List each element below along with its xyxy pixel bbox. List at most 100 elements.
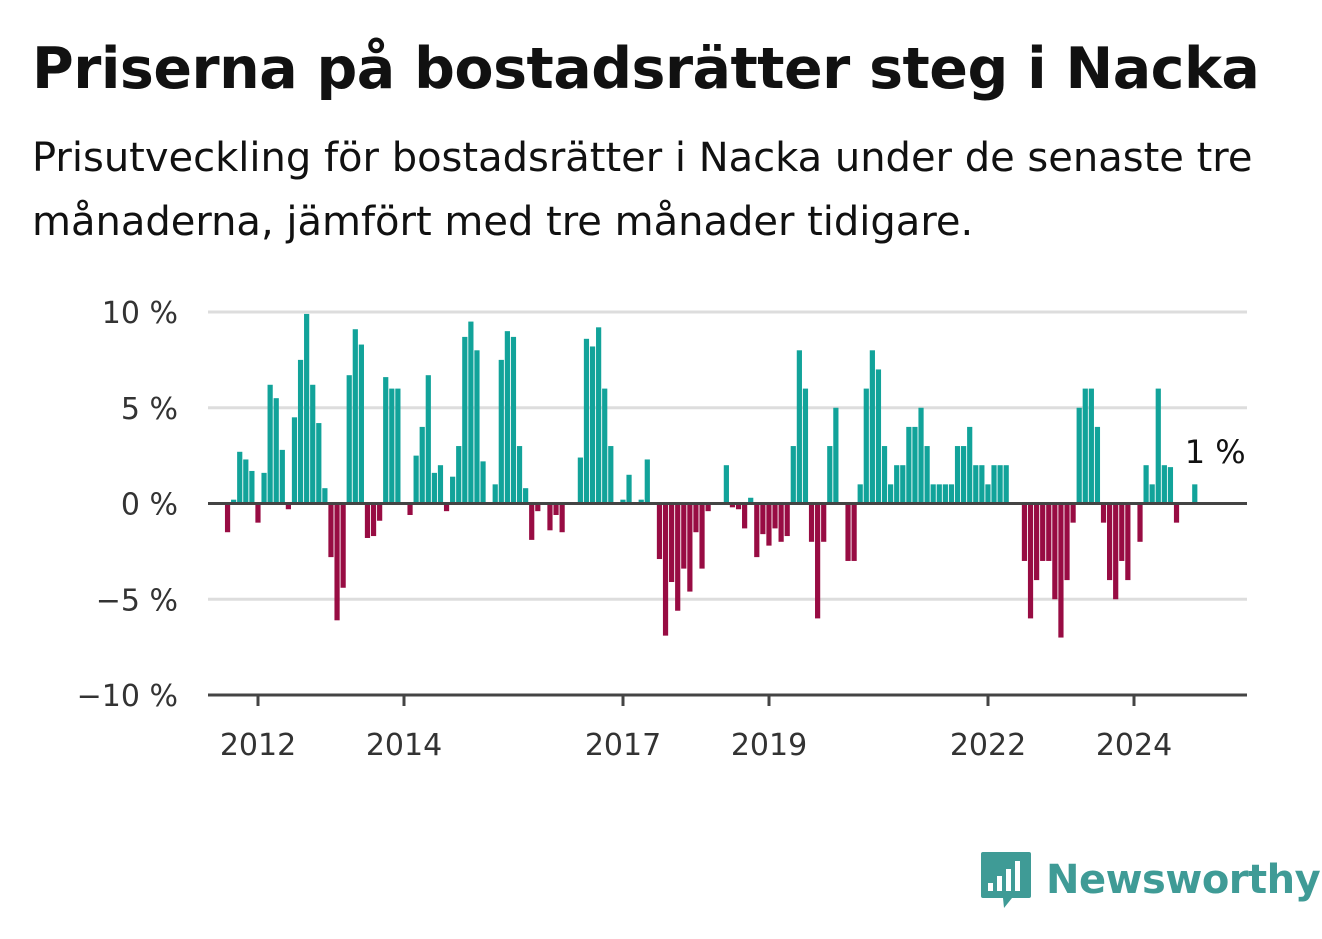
bar bbox=[510, 336, 517, 504]
bar bbox=[279, 449, 285, 504]
bar bbox=[1161, 465, 1167, 504]
bar bbox=[529, 503, 535, 540]
y-tick-label: −10 % bbox=[77, 679, 178, 714]
bar bbox=[383, 377, 389, 504]
bar bbox=[413, 455, 419, 504]
bar bbox=[559, 503, 565, 533]
bar bbox=[930, 484, 936, 504]
bar bbox=[1107, 503, 1113, 581]
bar bbox=[407, 503, 413, 515]
bar bbox=[1082, 388, 1088, 504]
bar bbox=[1046, 503, 1052, 561]
chart-title: Priserna på bostadsrätter steg i Nacka bbox=[32, 36, 1260, 102]
chart-subtitle: Prisutveckling för bostadsrätter i Nacka… bbox=[32, 135, 1253, 245]
bar bbox=[802, 388, 809, 504]
bar bbox=[334, 503, 340, 621]
bar bbox=[237, 451, 243, 504]
bar bbox=[815, 503, 821, 619]
x-tick-label: 2017 bbox=[585, 728, 661, 763]
bar bbox=[699, 503, 705, 569]
bar bbox=[1034, 503, 1040, 581]
bar bbox=[304, 313, 310, 504]
bar bbox=[419, 426, 425, 504]
bar bbox=[523, 488, 529, 504]
bar-chart-speech-bubble-icon bbox=[981, 852, 1031, 908]
bar bbox=[669, 503, 675, 583]
bar bbox=[364, 503, 371, 538]
bar bbox=[638, 499, 644, 504]
bar bbox=[851, 503, 857, 561]
bar bbox=[1088, 388, 1094, 504]
bar bbox=[705, 503, 711, 512]
bar bbox=[1173, 503, 1180, 523]
bar bbox=[267, 384, 273, 504]
bar bbox=[1125, 503, 1131, 581]
bar bbox=[906, 426, 912, 504]
bar bbox=[608, 446, 614, 504]
bar bbox=[589, 346, 596, 504]
x-tick-label: 2014 bbox=[366, 728, 442, 763]
bar bbox=[796, 350, 802, 504]
bar bbox=[948, 484, 955, 504]
bar bbox=[687, 503, 693, 592]
bar bbox=[1064, 503, 1070, 581]
bar bbox=[681, 503, 687, 569]
bar bbox=[656, 503, 663, 560]
bar bbox=[596, 327, 602, 504]
bar bbox=[255, 503, 261, 523]
bar bbox=[1058, 503, 1064, 638]
bar bbox=[918, 407, 924, 504]
bar bbox=[1143, 465, 1149, 504]
bar bbox=[377, 503, 383, 521]
bar bbox=[583, 338, 590, 504]
y-tick-label: 10 % bbox=[102, 296, 178, 331]
bar bbox=[450, 476, 456, 504]
bar bbox=[370, 503, 377, 537]
bar bbox=[827, 446, 833, 504]
bar bbox=[973, 465, 979, 504]
bar bbox=[754, 503, 760, 558]
bar bbox=[1040, 503, 1046, 561]
bar bbox=[1113, 503, 1119, 600]
bar bbox=[729, 503, 736, 508]
bar bbox=[261, 472, 267, 504]
bar bbox=[389, 388, 395, 504]
bar bbox=[1119, 503, 1125, 561]
bar bbox=[547, 503, 553, 531]
bar bbox=[735, 503, 742, 510]
bar bbox=[602, 388, 608, 504]
x-tick-label: 2024 bbox=[1096, 728, 1172, 763]
bar bbox=[790, 446, 796, 504]
x-tick-label: 2012 bbox=[220, 728, 296, 763]
y-tick-label: 0 % bbox=[121, 488, 178, 523]
bar bbox=[504, 331, 510, 504]
bar bbox=[462, 336, 468, 504]
bar bbox=[1137, 503, 1143, 542]
bar bbox=[961, 446, 967, 504]
bar bbox=[1027, 503, 1034, 619]
bar bbox=[675, 503, 681, 611]
bar bbox=[224, 503, 231, 533]
bar bbox=[888, 484, 894, 504]
bar bbox=[1021, 503, 1028, 561]
bar bbox=[1052, 503, 1058, 600]
bar bbox=[863, 388, 869, 504]
bar bbox=[425, 375, 431, 504]
bar bbox=[1076, 407, 1082, 504]
bar bbox=[492, 484, 498, 504]
bar bbox=[498, 359, 504, 504]
bar bbox=[833, 407, 839, 504]
x-tick-label: 2019 bbox=[731, 728, 807, 763]
bar bbox=[894, 465, 900, 504]
bar bbox=[644, 459, 650, 504]
bar bbox=[358, 344, 364, 504]
bar bbox=[723, 465, 729, 504]
bar bbox=[1070, 503, 1076, 523]
bar bbox=[967, 426, 973, 504]
bar bbox=[942, 484, 948, 504]
bar bbox=[662, 503, 669, 636]
bar bbox=[322, 488, 328, 504]
bar bbox=[693, 503, 699, 533]
bar bbox=[1167, 467, 1174, 504]
